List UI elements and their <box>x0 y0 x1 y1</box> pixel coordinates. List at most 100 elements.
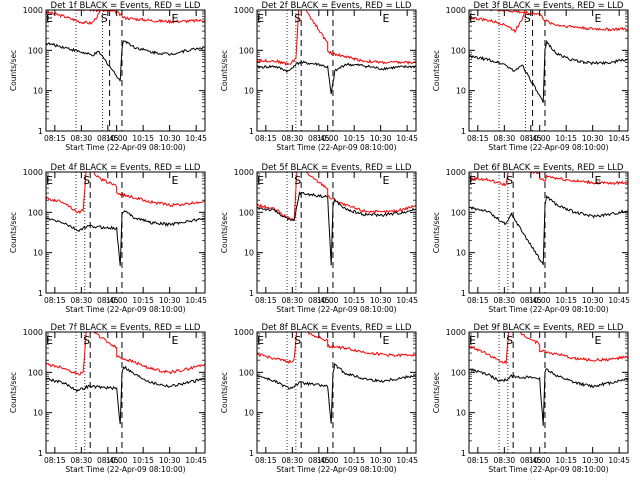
x-tick-label: 08:45 <box>308 134 330 143</box>
x-tick-label: 08:15 <box>44 134 66 143</box>
y-tick-label: 1000 <box>23 6 43 15</box>
x-tick-label: 10:15 <box>343 296 365 305</box>
plot-frame <box>468 171 629 294</box>
y-axis-label: Counts/sec <box>9 372 18 413</box>
series-events-line <box>469 194 628 265</box>
x-axis-label: Start Time (22-Apr-09 08:10:00) <box>488 465 608 474</box>
x-tick-label: 08:15 <box>44 456 66 465</box>
x-axis-label: Start Time (22-Apr-09 08:10:00) <box>276 305 396 314</box>
y-tick-label: 1000 <box>446 328 466 337</box>
x-axis-label: Start Time (22-Apr-09 08:10:00) <box>65 305 185 314</box>
panel-title: Det 8f BLACK = Events, RED = LLD <box>262 323 412 333</box>
x-tick-label: 10:00 <box>106 134 128 143</box>
x-tick-label: 10:00 <box>529 134 551 143</box>
x-tick-label: 10:00 <box>317 296 339 305</box>
plot-frame <box>468 331 629 454</box>
panel-title: Det 5f BLACK = Events, RED = LLD <box>262 163 412 173</box>
x-tick-label: 10:30 <box>159 296 181 305</box>
y-tick-label: 100 <box>451 368 466 377</box>
y-tick-label: 1000 <box>446 168 466 177</box>
detector-panel-6: Det 6f BLACK = Events, RED = LLD 1 10 100 10… <box>432 163 630 314</box>
y-tick-label: 100 <box>28 46 43 55</box>
x-tick-label: 08:30 <box>494 456 516 465</box>
y-tick-label: 1000 <box>23 168 43 177</box>
x-axis-label: Start Time (22-Apr-09 08:10:00) <box>65 465 185 474</box>
series-lld-line <box>257 332 416 365</box>
panel-title: Det 3f BLACK = Events, RED = LLD <box>474 1 624 11</box>
y-tick-label: 100 <box>451 46 466 55</box>
plot-frame <box>45 331 206 454</box>
x-tick-label: 08:45 <box>520 296 542 305</box>
detector-panel-4: Det 4f BLACK = Events, RED = LLD 1 10 100 10… <box>9 163 207 314</box>
x-tick-label: 08:30 <box>282 456 304 465</box>
plot-area <box>257 10 416 131</box>
event-marker-s: S <box>83 174 90 187</box>
x-axis-label: Start Time (22-Apr-09 08:10:00) <box>488 305 608 314</box>
detector-panel-5: Det 5f BLACK = Events, RED = LLD 1 10 100 10… <box>220 163 418 314</box>
y-tick-label: 10 <box>456 87 466 96</box>
y-axis-label: Counts/sec <box>9 50 18 91</box>
detector-panel-7: Det 7f BLACK = Events, RED = LLD 1 10 100 10… <box>9 323 207 474</box>
y-axis-label: Counts/sec <box>432 212 441 253</box>
plot-frame <box>256 9 417 132</box>
x-tick-label: 08:30 <box>71 456 93 465</box>
series-events-line <box>469 39 628 103</box>
plot-area <box>46 332 205 453</box>
event-marker-s: S <box>506 174 513 187</box>
x-tick-label: 10:45 <box>608 456 630 465</box>
plot-frame <box>45 171 206 294</box>
event-marker-e: E <box>594 12 601 25</box>
y-axis-label: Counts/sec <box>220 212 229 253</box>
series-lld-line <box>257 10 416 66</box>
detector-panel-1: Det 1f BLACK = Events, RED = LLD 1 10 100 10… <box>9 1 207 152</box>
x-tick-label: 10:15 <box>555 456 577 465</box>
series-lld-line <box>469 10 628 34</box>
x-tick-label: 08:45 <box>97 134 119 143</box>
x-tick-label: 10:30 <box>582 296 604 305</box>
plot-area <box>469 172 628 293</box>
x-tick-label: 08:30 <box>494 134 516 143</box>
x-axis-label: Start Time (22-Apr-09 08:10:00) <box>276 465 396 474</box>
x-tick-label: 08:30 <box>282 134 304 143</box>
x-tick-label: 08:30 <box>71 296 93 305</box>
y-tick-label: 1 <box>461 289 466 298</box>
x-tick-label: 10:00 <box>529 296 551 305</box>
event-marker-e: E <box>382 174 389 187</box>
x-tick-label: 10:45 <box>608 296 630 305</box>
event-marker-e: E <box>594 334 601 347</box>
panel-title: Det 1f BLACK = Events, RED = LLD <box>51 1 201 11</box>
detector-panel-8: Det 8f BLACK = Events, RED = LLD 1 10 100 10… <box>220 323 418 474</box>
y-tick-label: 100 <box>239 368 254 377</box>
event-marker-e: E <box>171 334 178 347</box>
y-tick-label: 100 <box>239 208 254 217</box>
y-tick-label: 1 <box>38 449 43 458</box>
y-tick-label: 1 <box>249 449 254 458</box>
event-marker-e: E <box>171 174 178 187</box>
y-tick-label: 1000 <box>446 6 466 15</box>
plot-frame <box>468 9 629 132</box>
y-tick-label: 10 <box>33 249 43 258</box>
event-marker-e: E <box>469 174 476 187</box>
x-tick-label: 08:15 <box>467 296 489 305</box>
x-tick-label: 08:30 <box>71 134 93 143</box>
y-tick-label: 1 <box>461 127 466 136</box>
event-marker-e: E <box>257 12 264 25</box>
y-tick-label: 10 <box>33 87 43 96</box>
y-tick-label: 1 <box>249 127 254 136</box>
x-tick-label: 08:30 <box>282 296 304 305</box>
x-tick-label: 10:00 <box>106 456 128 465</box>
event-marker-s: S <box>294 334 301 347</box>
event-marker-e: E <box>257 334 264 347</box>
series-events-line <box>46 365 205 425</box>
panel-title: Det 4f BLACK = Events, RED = LLD <box>51 163 201 173</box>
y-tick-label: 100 <box>451 208 466 217</box>
x-tick-label: 10:30 <box>370 456 392 465</box>
x-axis-label: Start Time (22-Apr-09 08:10:00) <box>65 143 185 152</box>
x-tick-label: 10:15 <box>343 134 365 143</box>
y-tick-label: 1000 <box>234 6 254 15</box>
y-tick-label: 10 <box>244 249 254 258</box>
series-events-line <box>46 40 205 82</box>
event-marker-e: E <box>46 12 53 25</box>
plot-area <box>469 10 628 131</box>
x-tick-label: 10:30 <box>582 456 604 465</box>
